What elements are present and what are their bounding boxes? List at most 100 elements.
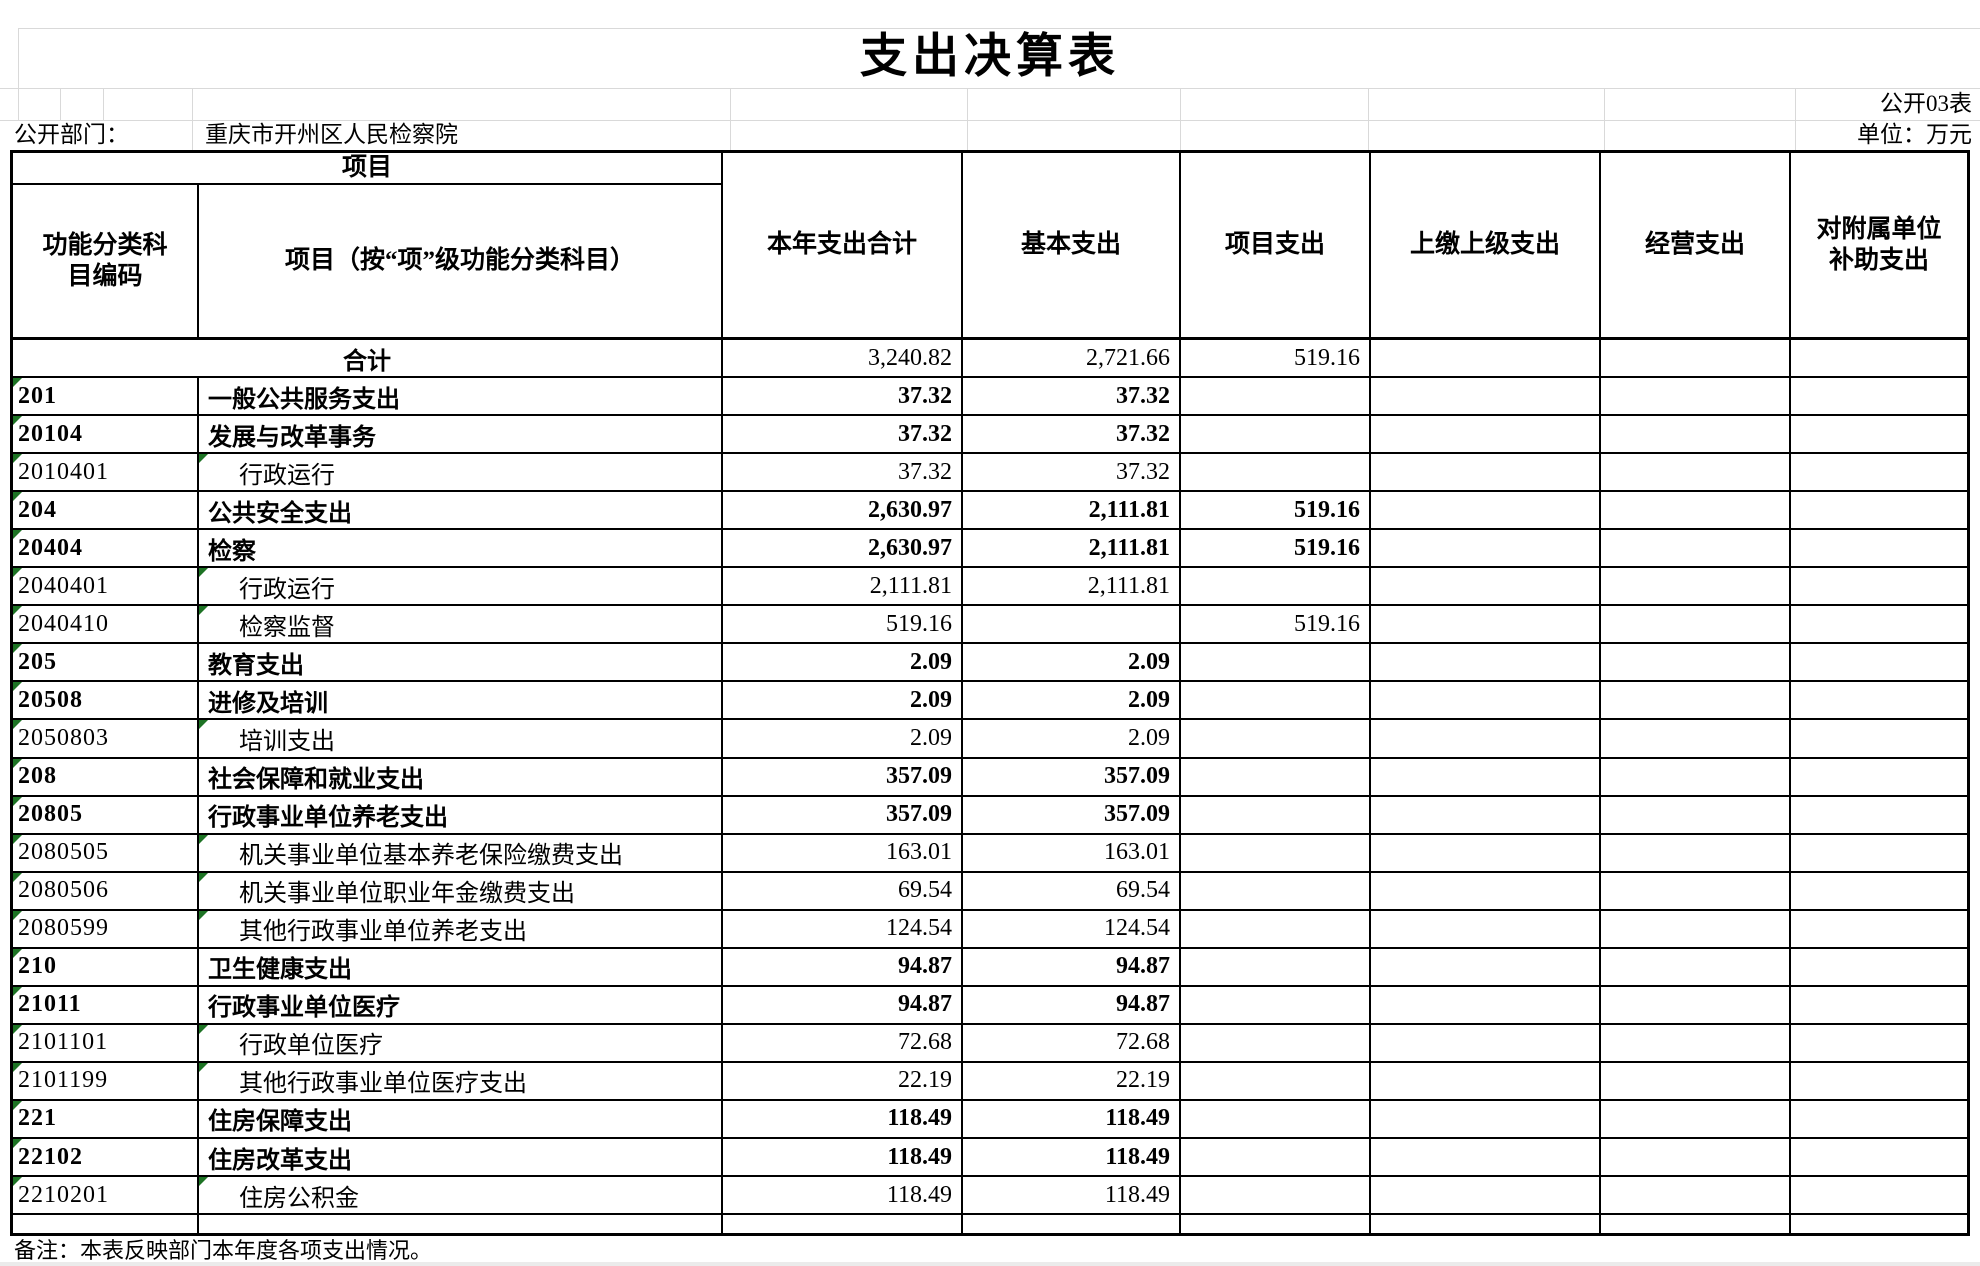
upper-cell — [1371, 682, 1601, 719]
gridline — [730, 88, 731, 150]
basic-cell: 94.87 — [963, 986, 1181, 1023]
error-indicator-triangle — [13, 872, 22, 882]
operating-cell — [1601, 1062, 1791, 1099]
error-indicator-triangle — [199, 834, 208, 844]
basic-cell: 2.09 — [963, 720, 1181, 757]
project-cell — [1181, 1177, 1371, 1214]
upper-cell — [1371, 758, 1601, 795]
operating-cell — [1601, 758, 1791, 795]
basic-cell: 118.49 — [963, 1100, 1181, 1137]
table-row: 208 社会保障和就业支出 357.09 357.09 — [13, 758, 1967, 797]
total-cell: 37.32 — [723, 416, 963, 453]
basic-cell: 37.32 — [963, 378, 1181, 415]
subsidy-cell — [1791, 1177, 1967, 1213]
project-cell — [1181, 682, 1371, 719]
subsidy-cell — [1791, 340, 1967, 376]
table-row — [13, 1215, 1967, 1234]
project-cell — [1181, 416, 1371, 453]
table-row: 201 一般公共服务支出 37.32 37.32 — [13, 378, 1967, 417]
error-indicator-triangle — [13, 1062, 22, 1072]
error-indicator-triangle — [13, 796, 22, 806]
operating-cell — [1601, 1024, 1791, 1061]
item-cell: 行政单位医疗 — [199, 1024, 723, 1061]
total-cell: 69.54 — [723, 872, 963, 909]
code-cell: 20805 — [13, 796, 199, 833]
error-indicator-triangle — [13, 644, 22, 654]
project-cell — [1181, 834, 1371, 871]
total-cell: 2.09 — [723, 682, 963, 719]
project-cell — [1181, 1024, 1371, 1061]
basic-cell: 2,111.81 — [963, 530, 1181, 567]
basic-cell: 2,721.66 — [963, 340, 1181, 377]
project-cell — [1181, 720, 1371, 757]
project-cell — [1181, 454, 1371, 491]
upper-cell — [1371, 1062, 1601, 1099]
total-cell: 37.32 — [723, 378, 963, 415]
subsidy-cell — [1791, 1139, 1967, 1175]
total-cell: 94.87 — [723, 986, 963, 1023]
table-row: 2101199 其他行政事业单位医疗支出 22.19 22.19 — [13, 1062, 1967, 1101]
table-row: 204 公共安全支出 2,630.97 2,111.81 519.16 — [13, 492, 1967, 531]
subsidy-cell — [1791, 1063, 1967, 1099]
subsidy-cell — [1791, 835, 1967, 871]
code-cell: 2080506 — [13, 872, 199, 909]
subsidy-cell — [1791, 530, 1967, 566]
total-cell: 357.09 — [723, 758, 963, 795]
subsidy-cell — [1791, 682, 1967, 718]
upper-cell — [1371, 378, 1601, 415]
error-indicator-triangle — [199, 606, 208, 616]
upper-cell — [1371, 644, 1601, 681]
code-cell: 201 — [13, 378, 199, 415]
error-indicator-triangle — [13, 1100, 22, 1110]
operating-cell — [1601, 1177, 1791, 1214]
total-cell — [723, 1215, 963, 1234]
project-cell: 519.16 — [1181, 340, 1371, 377]
code-cell: 205 — [13, 644, 199, 681]
table-row: 20805 行政事业单位养老支出 357.09 357.09 — [13, 796, 1967, 835]
gridline — [0, 120, 1980, 121]
header-total: 本年支出合计 — [723, 153, 963, 337]
operating-cell — [1601, 1215, 1791, 1234]
header-group-item: 项目 — [13, 153, 723, 185]
gridline — [18, 28, 19, 120]
item-cell: 公共安全支出 — [199, 492, 723, 529]
item-cell: 行政运行 — [199, 454, 723, 491]
code-cell: 2101101 — [13, 1024, 199, 1061]
upper-cell — [1371, 720, 1601, 757]
gridline — [1368, 88, 1369, 150]
bottom-strip — [0, 1262, 1980, 1266]
upper-cell — [1371, 948, 1601, 985]
basic-cell: 2.09 — [963, 644, 1181, 681]
header-code: 功能分类科 目编码 — [13, 185, 199, 337]
operating-cell — [1601, 1138, 1791, 1176]
subsidy-cell — [1791, 378, 1967, 414]
code-cell: 2010401 — [13, 454, 199, 491]
project-cell — [1181, 986, 1371, 1023]
basic-cell: 2,111.81 — [963, 568, 1181, 605]
department-label: 公开部门： — [14, 122, 129, 147]
header-project: 项目支出 — [1181, 153, 1371, 337]
table-row: 21011 行政事业单位医疗 94.87 94.87 — [13, 986, 1967, 1025]
total-cell: 118.49 — [723, 1177, 963, 1214]
operating-cell — [1601, 834, 1791, 871]
operating-cell — [1601, 492, 1791, 529]
error-indicator-triangle — [199, 872, 208, 882]
basic-cell: 163.01 — [963, 834, 1181, 871]
code-cell: 2040401 — [13, 568, 199, 605]
gridline — [1180, 88, 1181, 150]
expenditure-table: 项目 功能分类科 目编码 项目（按“项”级功能分类科目） 本年支出合计 基本支出… — [10, 150, 1970, 1236]
error-indicator-triangle — [13, 720, 22, 730]
error-indicator-triangle — [199, 568, 208, 578]
item-cell: 其他行政事业单位医疗支出 — [199, 1062, 723, 1099]
department-name: 重庆市开州区人民检察院 — [205, 122, 458, 147]
subsidy-cell — [1791, 720, 1967, 756]
upper-cell — [1371, 606, 1601, 643]
upper-cell — [1371, 1138, 1601, 1176]
upper-cell — [1371, 340, 1601, 377]
table-row: 2080506 机关事业单位职业年金缴费支出 69.54 69.54 — [13, 872, 1967, 911]
subsidy-cell — [1791, 416, 1967, 452]
table-row: 20104 发展与改革事务 37.32 37.32 — [13, 416, 1967, 455]
error-indicator-triangle — [199, 720, 208, 730]
error-indicator-triangle — [13, 948, 22, 958]
